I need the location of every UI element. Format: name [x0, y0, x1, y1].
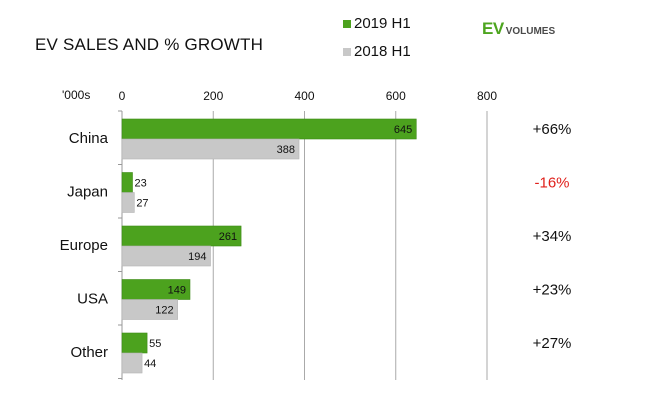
x-tick-label-200: 200 — [203, 89, 223, 103]
growth-label-china: +66% — [533, 121, 572, 138]
data-label-china-2018: 388 — [277, 144, 295, 156]
logo-volumes-text: VOLUMES — [505, 26, 556, 37]
legend-item-2018: 2018 H1 — [343, 38, 411, 66]
ev-volumes-logo: EV VOLUMES — [482, 19, 555, 39]
legend-swatch-2018 — [343, 48, 351, 56]
legend-label-2018: 2018 H1 — [354, 43, 411, 60]
data-label-usa-2019: 149 — [168, 285, 186, 297]
growth-label-europe: +34% — [533, 228, 572, 245]
growth-label-japan: -16% — [534, 175, 569, 192]
data-label-other-2018: 44 — [144, 358, 156, 370]
legend: 2019 H1 2018 H1 — [343, 10, 411, 66]
bar-europe-2018 — [121, 245, 211, 267]
chart-title: EV SALES AND % GROWTH — [35, 35, 264, 54]
bar-japan-2019 — [121, 172, 133, 193]
bar-china-2018 — [121, 138, 300, 160]
data-label-europe-2018: 194 — [188, 251, 206, 263]
data-label-other-2019: 55 — [149, 338, 161, 350]
bar-other-2018 — [121, 352, 143, 374]
category-label-europe: Europe — [60, 237, 108, 254]
data-label-japan-2019: 23 — [134, 178, 146, 190]
x-tick-label-400: 400 — [294, 89, 314, 103]
x-tick-label-0: 0 — [119, 89, 126, 103]
category-label-china: China — [69, 130, 109, 147]
category-label-other: Other — [70, 344, 108, 361]
growth-label-other: +27% — [533, 335, 572, 352]
axis-unit-label: '000s — [62, 88, 90, 102]
x-tick-label-800: 800 — [477, 89, 497, 103]
data-label-europe-2019: 261 — [219, 231, 237, 243]
legend-item-2019: 2019 H1 — [343, 10, 411, 38]
bar-usa-2018 — [121, 299, 178, 320]
legend-swatch-2019 — [343, 20, 351, 28]
bar-japan-2018 — [121, 192, 135, 213]
x-tick-label-600: 600 — [386, 89, 406, 103]
logo-ev-text: EV — [482, 19, 504, 38]
data-label-usa-2018: 122 — [155, 305, 173, 317]
bar-other-2019 — [121, 332, 148, 354]
category-label-usa: USA — [77, 291, 108, 308]
category-label-japan: Japan — [67, 184, 108, 201]
legend-label-2019: 2019 H1 — [354, 15, 411, 32]
data-label-china-2019: 645 — [394, 124, 412, 136]
data-label-japan-2018: 27 — [136, 198, 148, 210]
bar-china-2019 — [121, 118, 417, 140]
growth-label-usa: +23% — [533, 282, 572, 299]
